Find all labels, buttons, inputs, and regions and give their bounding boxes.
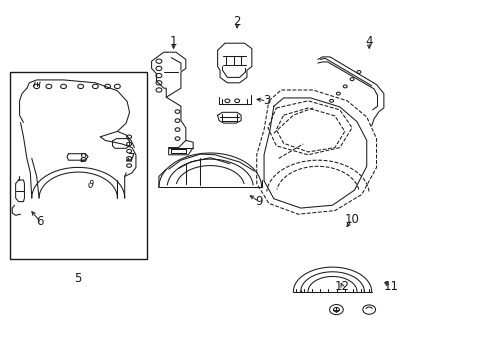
Text: 4: 4 [365, 35, 372, 48]
Text: 6: 6 [36, 215, 44, 228]
Text: 11: 11 [383, 280, 398, 293]
Bar [10, 72, 146, 259]
Text: 5: 5 [74, 273, 82, 285]
Bar [171, 149, 185, 153]
Text: $\vartheta$: $\vartheta$ [86, 177, 94, 190]
Circle shape [333, 307, 339, 312]
Text: 12: 12 [334, 280, 349, 293]
Text: 2: 2 [233, 15, 241, 28]
Text: 7: 7 [128, 152, 136, 165]
Text: 3: 3 [262, 94, 270, 107]
Text: 9: 9 [255, 195, 263, 208]
Text: 8: 8 [79, 152, 87, 165]
Text: 10: 10 [344, 213, 359, 226]
Text: 1: 1 [169, 35, 177, 48]
